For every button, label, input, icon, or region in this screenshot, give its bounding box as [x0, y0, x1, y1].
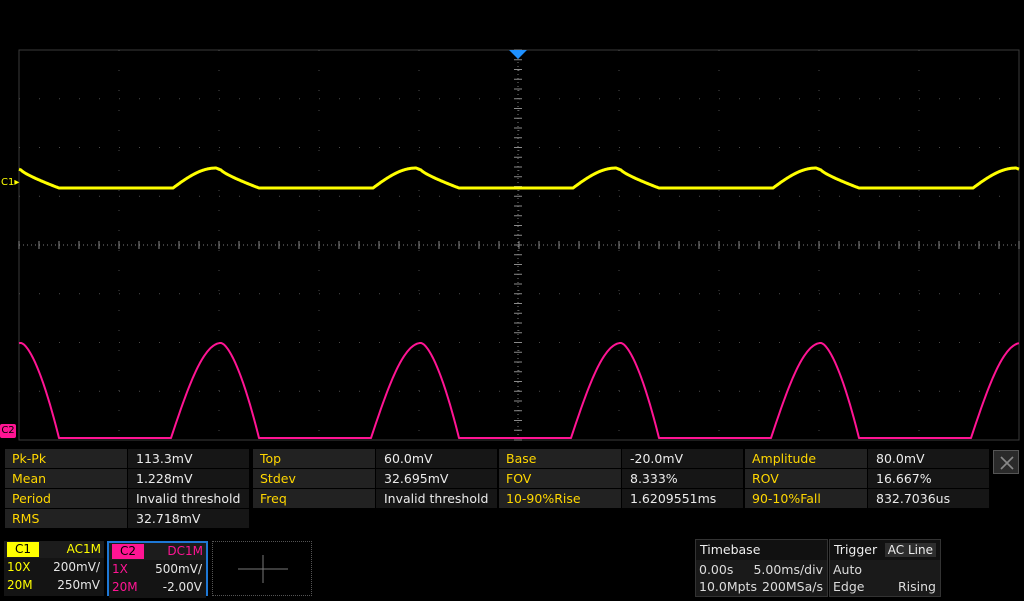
measurement-label[interactable]: Amplitude [745, 449, 867, 468]
waveform-c2 [18, 342, 1020, 439]
c1-scale: 200mV/ [53, 560, 100, 574]
c1-probe: 10X [7, 560, 31, 574]
c2-bandwidth: 20M [112, 580, 138, 594]
trigger-panel[interactable]: Trigger AC Line Auto Edge Rising [829, 539, 941, 597]
measurement-label[interactable]: Base [499, 449, 621, 468]
add-channel-button[interactable] [212, 541, 312, 596]
measurement-value: 16.667% [868, 469, 989, 488]
trigger-mode: Auto [833, 562, 863, 577]
measurement-value: 32.695mV [376, 469, 497, 488]
timebase-delay: 0.00s [699, 562, 734, 577]
measurement-row: RMS 32.718mV [5, 509, 987, 529]
measurement-label[interactable]: Stdev [253, 469, 375, 488]
measurement-label[interactable]: ROV [745, 469, 867, 488]
trigger-source: AC Line [884, 543, 936, 557]
measurement-row: Mean 1.228mV Stdev 32.695mV FOV 8.333% ROV 16.6… [5, 469, 989, 489]
waveform-display[interactable] [0, 0, 1024, 445]
measurement-table: Pk-Pk 113.3mV Top 60.0mV Base -20.0mV Amplitud… [5, 449, 989, 531]
measurement-label[interactable]: Mean [5, 469, 127, 488]
measurement-label[interactable]: RMS [5, 509, 127, 528]
close-icon[interactable] [993, 450, 1019, 474]
measurement-value: 1.6209551ms [622, 489, 743, 508]
c2-scale: 500mV/ [155, 562, 202, 576]
memory-depth: 10.0Mpts [699, 579, 757, 594]
crosshair-icon [238, 555, 288, 583]
measurement-label[interactable]: FOV [499, 469, 621, 488]
measurement-value: 80.0mV [868, 449, 989, 468]
channel-c1-panel[interactable]: C1 AC1M 10X 200mV/ 20M 250mV [4, 541, 104, 596]
measurement-value: 1.228mV [128, 469, 249, 488]
waveform-c1 [18, 166, 1020, 190]
measurement-label[interactable]: Top [253, 449, 375, 468]
measurement-label[interactable]: 90-10%Fall [745, 489, 867, 508]
channel-c2-panel[interactable]: C2 DC1M 1X 500mV/ 20M -2.00V [107, 541, 208, 598]
trigger-type: Edge [833, 579, 865, 594]
measurement-value: 32.718mV [128, 509, 249, 528]
measurement-row: Pk-Pk 113.3mV Top 60.0mV Base -20.0mV Amplitud… [5, 449, 989, 469]
c1-offset: 250mV [57, 578, 100, 592]
trigger-position-icon[interactable] [509, 50, 527, 59]
c2-probe: 1X [112, 562, 128, 576]
c1-tag: C1 [7, 542, 39, 557]
timebase-panel[interactable]: Timebase 0.00s 5.00ms/div 10.0Mpts 200MS… [695, 539, 828, 597]
measurement-label[interactable]: Period [5, 489, 127, 508]
trigger-slope: Rising [897, 579, 936, 594]
sample-rate: 200MSa/s [762, 579, 823, 594]
c2-offset: -2.00V [162, 580, 202, 594]
measurement-row: Period Invalid threshold Freq Invalid thres… [5, 489, 989, 509]
measurement-value: 8.333% [622, 469, 743, 488]
c1-coupling: AC1M [66, 542, 101, 556]
measurement-value: 60.0mV [376, 449, 497, 468]
timebase-scale: 5.00ms/div [753, 562, 823, 577]
c2-marker-label: C2 [1, 425, 15, 436]
graticule [18, 49, 1020, 441]
measurement-value: Invalid threshold [376, 489, 497, 508]
c2-tag: C2 [112, 544, 144, 559]
c2-offset-marker[interactable]: C2 [0, 424, 16, 438]
c2-coupling: DC1M [167, 544, 203, 558]
c1-header: C1 AC1M [4, 541, 104, 558]
measurement-value: Invalid threshold [128, 489, 249, 508]
measurement-value: 832.7036us [868, 489, 989, 508]
trigger-title: Trigger [834, 542, 878, 557]
c1-offset-marker[interactable]: C1▸ [1, 177, 20, 188]
c1-bandwidth: 20M [7, 578, 33, 592]
measurement-label[interactable]: 10-90%Rise [499, 489, 621, 508]
c1-marker-label: C1 [1, 177, 15, 188]
measurement-label[interactable]: Pk-Pk [5, 449, 127, 468]
measurement-value: -20.0mV [622, 449, 743, 468]
c2-header: C2 DC1M [109, 543, 206, 560]
timebase-title: Timebase [700, 542, 761, 557]
measurement-value: 113.3mV [128, 449, 249, 468]
measurement-label[interactable]: Freq [253, 489, 375, 508]
